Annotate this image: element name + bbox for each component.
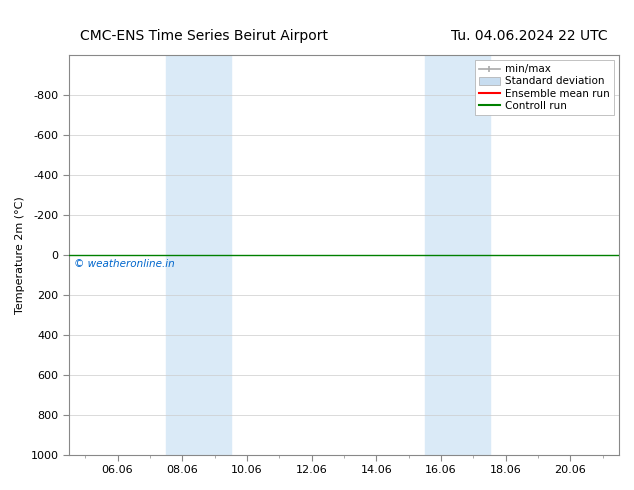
Bar — [166, 55, 231, 455]
Bar — [425, 55, 489, 455]
Text: CMC-ENS Time Series Beirut Airport: CMC-ENS Time Series Beirut Airport — [80, 29, 328, 43]
Y-axis label: Temperature 2m (°C): Temperature 2m (°C) — [15, 196, 25, 314]
Text: © weatheronline.in: © weatheronline.in — [74, 259, 175, 269]
Legend: min/max, Standard deviation, Ensemble mean run, Controll run: min/max, Standard deviation, Ensemble me… — [475, 60, 614, 115]
Title: CMC-ENS Time Series Beirut Airport      Tu. 04.06.2024 22 UTC: CMC-ENS Time Series Beirut Airport Tu. 0… — [0, 489, 1, 490]
Text: Tu. 04.06.2024 22 UTC: Tu. 04.06.2024 22 UTC — [451, 29, 608, 43]
